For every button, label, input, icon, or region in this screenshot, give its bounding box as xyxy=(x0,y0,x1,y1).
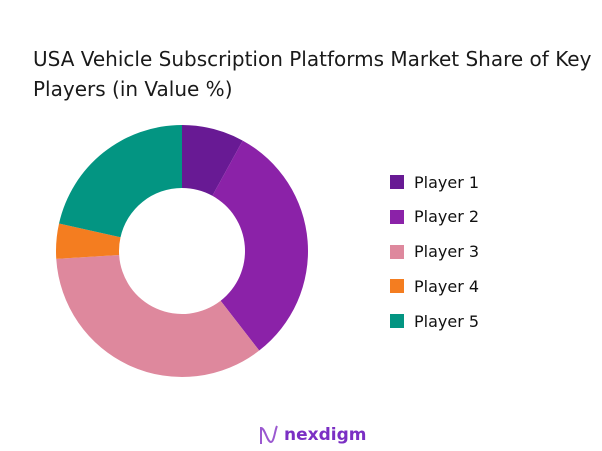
legend-swatch xyxy=(390,209,404,224)
donut-slice-player-5 xyxy=(59,125,183,238)
nexdigm-logo: nexdigm xyxy=(258,424,366,446)
nexdigm-wave-icon xyxy=(260,425,278,444)
legend-item: Player 3 xyxy=(390,242,479,262)
legend-label: Player 4 xyxy=(414,276,480,296)
donut-slice-player-3 xyxy=(56,254,260,378)
legend-item: Player 4 xyxy=(390,276,479,296)
donut-slice-player-4 xyxy=(56,223,121,259)
donut-slice-player-2 xyxy=(212,140,309,351)
legend-label: Player 2 xyxy=(414,207,480,227)
legend-swatch xyxy=(390,279,404,294)
legend-item: Player 5 xyxy=(390,311,479,331)
legend-swatch xyxy=(390,314,404,329)
legend-label: Player 5 xyxy=(414,311,480,331)
logo-text: nexdigm xyxy=(284,425,367,445)
legend-swatch xyxy=(390,244,404,259)
legend-label: Player 3 xyxy=(414,242,480,262)
legend-item: Player 1 xyxy=(390,172,479,192)
legend-swatch xyxy=(390,175,404,189)
donut-slice-player-1 xyxy=(182,125,243,196)
legend-label: Player 1 xyxy=(414,172,480,192)
legend-item: Player 2 xyxy=(390,207,479,227)
chart-title: USA Vehicle Subscription Platforms Marke… xyxy=(33,47,592,101)
